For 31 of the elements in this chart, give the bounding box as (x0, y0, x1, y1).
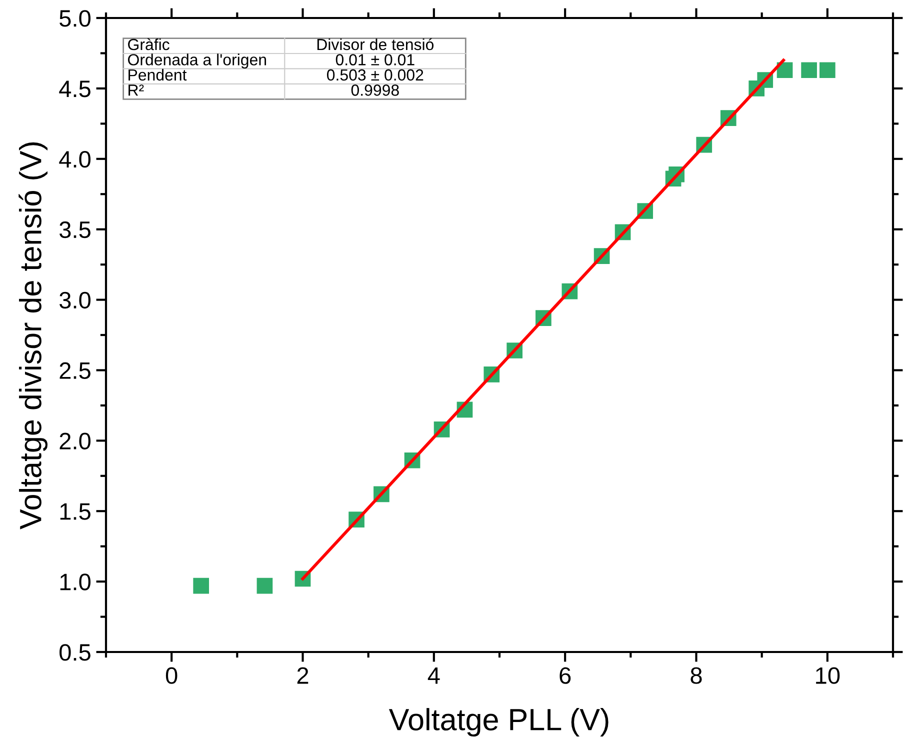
annotation: 0.503 ± 0.002 (326, 69, 424, 81)
annotation: Pendent (128, 68, 187, 81)
point (801, 62, 817, 78)
y-tick-label: 3.0 (59, 292, 90, 309)
point (193, 578, 210, 594)
x-tick-label: 10 (816, 667, 840, 684)
annotation: Divisor de tensió (317, 38, 434, 50)
annotation: 0.01 ± 0.01 (336, 54, 414, 66)
point (256, 578, 273, 594)
point (776, 62, 793, 78)
y-tick-label: 4.5 (59, 80, 90, 98)
point (820, 62, 836, 78)
annotation: Ordenada a l'origen (128, 54, 266, 69)
annotation: Gràfic (128, 38, 170, 50)
x-tick-label: 4 (428, 667, 440, 684)
y-axis-title: Voltatge divisor de tensió (V) (18, 142, 48, 530)
x-tick-label: 0 (166, 667, 178, 684)
y-tick-label: 2.5 (60, 362, 90, 380)
y-tick-label: 4.0 (59, 150, 90, 168)
x-tick-label: 6 (560, 667, 571, 684)
y-tick-label: 0.5 (60, 644, 90, 661)
y-tick-label: 5.0 (60, 10, 90, 27)
x-axis-title: Voltatge PLL (V) (388, 708, 608, 737)
y-tick-label: 1.5 (60, 503, 90, 520)
y-tick-label: 1.0 (60, 574, 90, 590)
x-tick-label: 2 (297, 667, 308, 684)
annotation: R² (128, 84, 144, 96)
annotation: 0.9998 (351, 84, 399, 96)
x-tick-label: 8 (690, 667, 702, 684)
y-tick-label: 2.0 (60, 432, 90, 450)
y-tick-label: 3.5 (59, 221, 90, 238)
